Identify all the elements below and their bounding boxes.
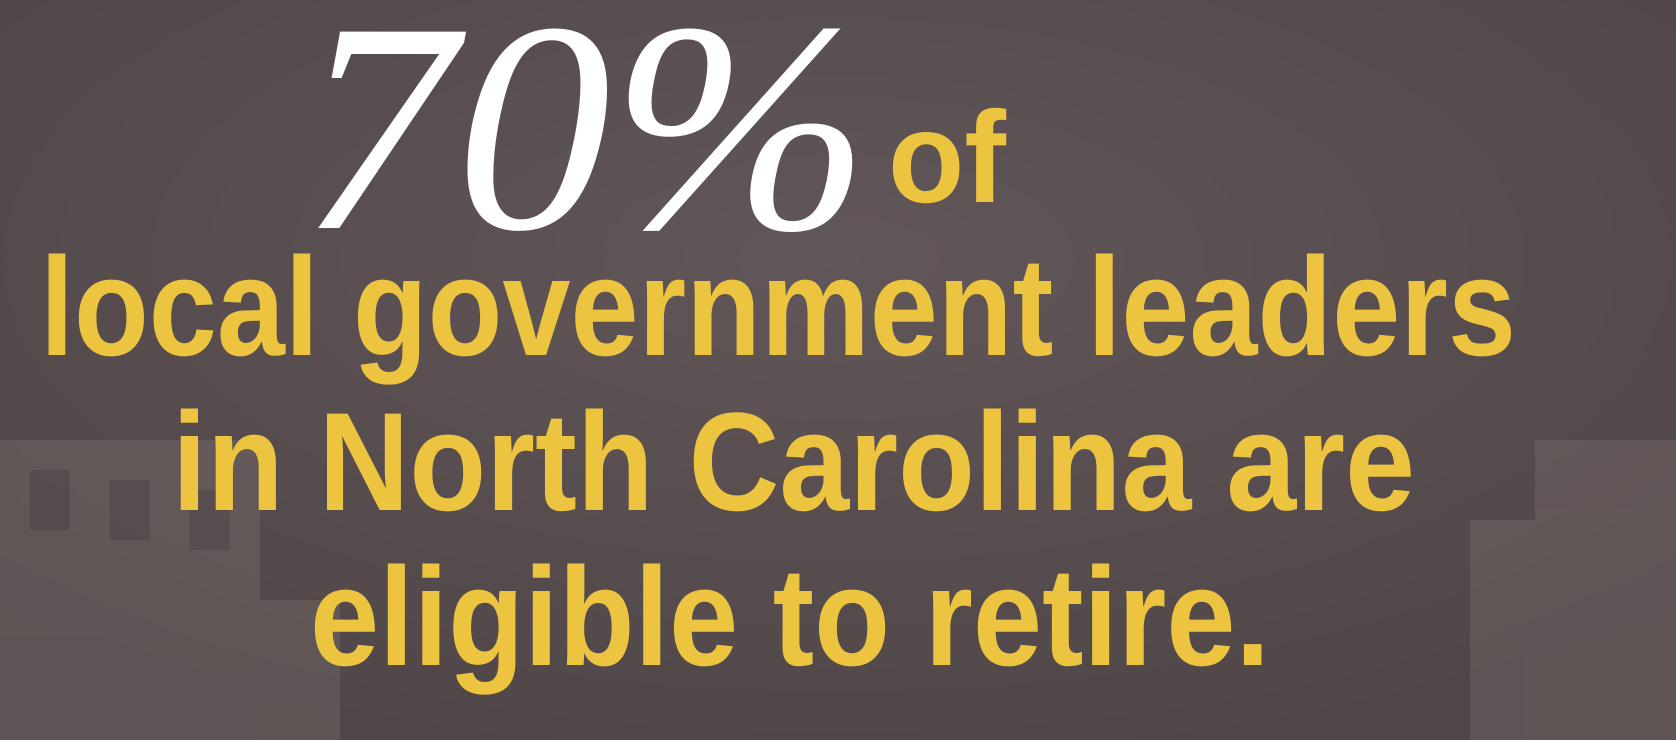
connector-text: of (888, 84, 1007, 230)
page: {"headline": {"statistic": "70%", "conne… (0, 0, 1676, 740)
infographic: 70% of local government leaders in North… (0, 0, 1676, 740)
headline-line: local government leaders (40, 228, 1516, 385)
headline-line: eligible to retire. (310, 538, 1270, 695)
headline-line: in North Carolina are (172, 383, 1415, 540)
